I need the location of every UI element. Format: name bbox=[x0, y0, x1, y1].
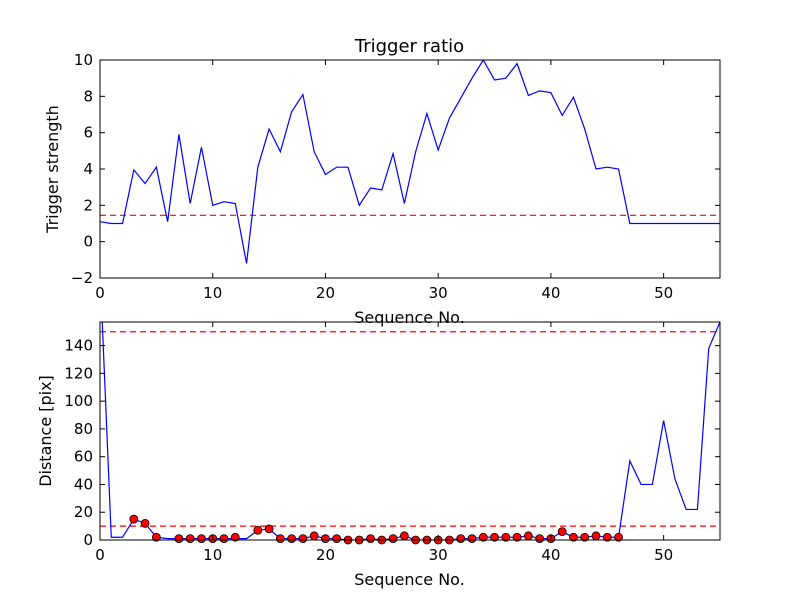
chart-bottom-xtick-label: 10 bbox=[203, 546, 222, 564]
chart-bottom-ytick-label: 40 bbox=[74, 475, 93, 493]
chart-top-xtick-label: 40 bbox=[541, 284, 560, 302]
chart-bottom-data-point bbox=[467, 534, 477, 544]
chart-bottom-ytick-label: 60 bbox=[74, 448, 93, 466]
chart-bottom-ytick-label: 140 bbox=[64, 337, 93, 355]
chart-top-ytick-label: 6 bbox=[83, 124, 93, 142]
chart-bottom-data-point bbox=[591, 531, 601, 541]
chart-bottom-plot: 0 10 20 30 40 50 0 20 40 60 80 100 120 140 bbox=[64, 321, 721, 564]
chart-bottom-xtick-label: 0 bbox=[95, 546, 105, 564]
chart-bottom-ytick-label: 120 bbox=[64, 364, 93, 382]
chart-bottom-data-point bbox=[151, 532, 161, 542]
chart-bottom-data-point bbox=[140, 518, 150, 528]
chart-bottom: 0 10 20 30 40 50 0 20 40 60 80 100 120 140 Sequence N… bbox=[36, 321, 721, 589]
chart-bottom-data-point bbox=[580, 532, 590, 542]
chart-bottom-ytick-label: 100 bbox=[64, 392, 93, 410]
chart-bottom-data-point bbox=[197, 534, 206, 544]
chart-top-title: Trigger ratio bbox=[354, 36, 464, 57]
chart-bottom-data-point bbox=[535, 534, 545, 544]
chart-top-ytick-label: 0 bbox=[83, 233, 93, 251]
chart-top-xtick-label: 10 bbox=[203, 284, 222, 302]
chart-top-ytick-label: 10 bbox=[74, 51, 93, 69]
chart-bottom-data-point bbox=[366, 534, 375, 544]
chart-top-series-line bbox=[100, 60, 720, 264]
chart-bottom-data-point bbox=[219, 534, 229, 544]
chart-bottom-ytick-label: 0 bbox=[83, 531, 93, 549]
chart-bottom-data-point bbox=[264, 524, 274, 534]
chart-bottom-xtick-label: 20 bbox=[316, 546, 335, 564]
chart-bottom-xtick-label: 50 bbox=[654, 546, 673, 564]
chart-bottom-data-point bbox=[557, 527, 567, 537]
chart-bottom-data-point bbox=[309, 531, 319, 541]
chart-bottom-data-point bbox=[230, 532, 240, 542]
chart-bottom-data-point bbox=[501, 532, 511, 542]
chart-top-xtick-label: 30 bbox=[429, 284, 448, 302]
chart-bottom-ylabel: Distance [pix] bbox=[36, 375, 55, 487]
chart-top-ytick-label: −2 bbox=[71, 269, 93, 287]
chart-bottom-data-point bbox=[253, 525, 263, 535]
chart-top-ytick-label: 2 bbox=[83, 196, 93, 214]
chart-bottom-data-point bbox=[569, 532, 578, 542]
chart-top-ylabel: Trigger strength bbox=[43, 105, 62, 234]
chart-top-xtick-label: 0 bbox=[95, 284, 105, 302]
chart-top-xtick-label: 20 bbox=[316, 284, 335, 302]
chart-bottom-xlabel: Sequence No. bbox=[354, 570, 465, 589]
chart-bottom-data-point bbox=[456, 534, 466, 544]
chart-bottom-data-point bbox=[478, 532, 488, 542]
chart-top-plot-area bbox=[100, 60, 720, 264]
chart-bottom-data-point bbox=[298, 534, 308, 544]
chart-bottom-axes-frame bbox=[99, 321, 721, 541]
chart-bottom-ytick-label: 80 bbox=[74, 420, 93, 438]
chart-bottom-data-point bbox=[332, 534, 342, 544]
chart-bottom-data-point bbox=[185, 534, 195, 544]
chart-top-xtick-label: 50 bbox=[654, 284, 673, 302]
chart-bottom-ytick-label: 20 bbox=[74, 503, 93, 521]
chart-bottom-xtick-label: 30 bbox=[429, 546, 448, 564]
chart-top-ytick-label: 8 bbox=[83, 87, 93, 105]
chart-bottom-data-point bbox=[275, 534, 285, 544]
chart-bottom-data-point bbox=[614, 532, 623, 542]
chart-bottom-data-point bbox=[399, 531, 409, 541]
chart-bottom-data-point bbox=[388, 534, 398, 544]
chart-bottom-data-point bbox=[523, 531, 533, 541]
chart-bottom-xtick-label: 40 bbox=[541, 546, 560, 564]
chart-bottom-data-point bbox=[602, 532, 612, 542]
chart-bottom-data-point bbox=[512, 532, 522, 542]
chart-bottom-data-point bbox=[490, 532, 499, 542]
chart-top-xlabel: Sequence No. bbox=[354, 308, 465, 327]
chart-bottom-data-point bbox=[174, 534, 184, 544]
chart-top-ytick-label: 4 bbox=[83, 160, 93, 178]
chart-bottom-data-point bbox=[287, 534, 297, 544]
chart-bottom-data-point bbox=[129, 514, 139, 524]
